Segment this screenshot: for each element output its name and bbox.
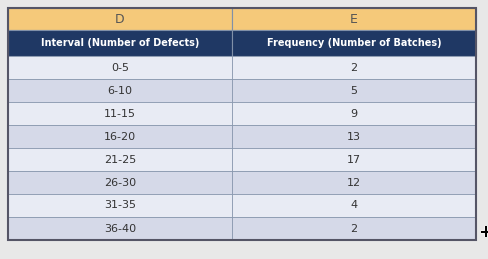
Bar: [8, 102, 232, 125]
Text: E: E: [350, 12, 358, 25]
Text: 36-40: 36-40: [104, 224, 136, 234]
Text: 13: 13: [347, 132, 361, 141]
Text: 6-10: 6-10: [107, 85, 133, 96]
Bar: [8, 56, 232, 79]
Bar: [232, 30, 476, 56]
Text: Frequency (Number of Batches): Frequency (Number of Batches): [266, 38, 441, 48]
Text: 11-15: 11-15: [104, 109, 136, 119]
Text: 12: 12: [347, 177, 361, 188]
Bar: [8, 125, 232, 148]
Bar: [8, 171, 232, 194]
Text: 4: 4: [350, 200, 358, 211]
Bar: [232, 79, 476, 102]
Bar: [8, 148, 232, 171]
Text: 21-25: 21-25: [104, 155, 136, 164]
Bar: [232, 8, 476, 30]
Bar: [8, 194, 232, 217]
Text: 9: 9: [350, 109, 358, 119]
Text: D: D: [115, 12, 125, 25]
Bar: [232, 194, 476, 217]
Bar: [232, 148, 476, 171]
Bar: [232, 171, 476, 194]
Text: Interval (Number of Defects): Interval (Number of Defects): [41, 38, 199, 48]
Text: 16-20: 16-20: [104, 132, 136, 141]
Bar: [8, 8, 476, 240]
Bar: [232, 102, 476, 125]
Bar: [232, 56, 476, 79]
Bar: [232, 217, 476, 240]
Bar: [8, 30, 232, 56]
Text: 31-35: 31-35: [104, 200, 136, 211]
Bar: [8, 8, 232, 30]
Text: 26-30: 26-30: [104, 177, 136, 188]
Text: 2: 2: [350, 224, 358, 234]
Text: 2: 2: [350, 62, 358, 73]
Text: 0-5: 0-5: [111, 62, 129, 73]
Text: 5: 5: [350, 85, 358, 96]
Bar: [232, 125, 476, 148]
Bar: [8, 217, 232, 240]
Text: 17: 17: [347, 155, 361, 164]
Bar: [8, 79, 232, 102]
